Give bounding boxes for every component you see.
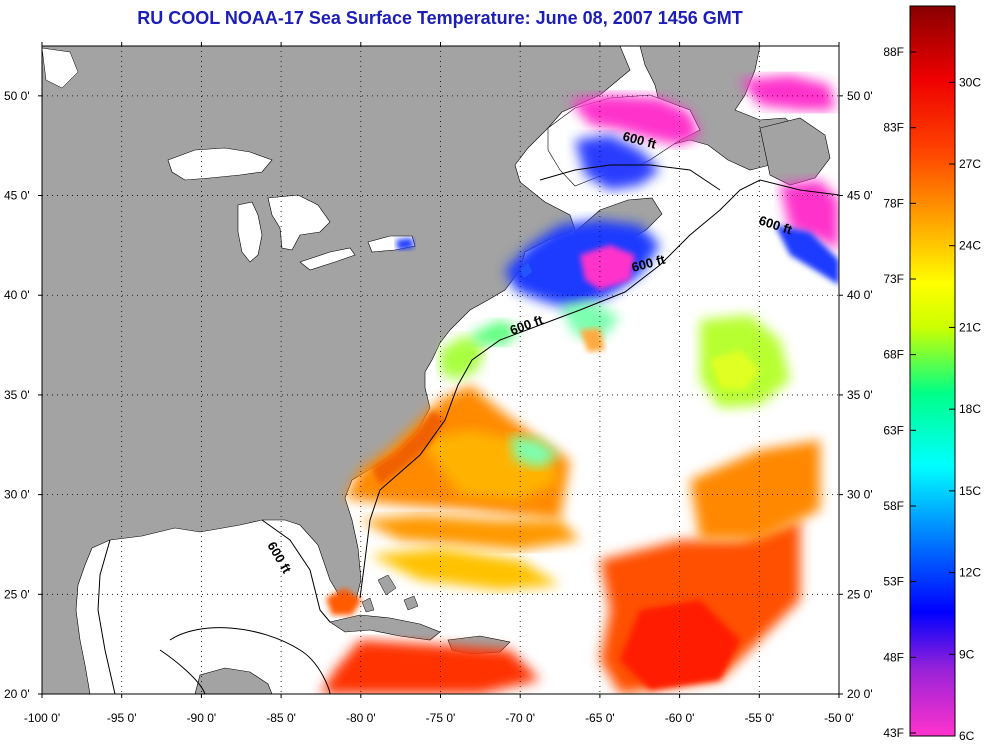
y-tick-label-right: 40 0' xyxy=(847,288,873,302)
map-panel[interactable] xyxy=(42,46,839,694)
colorbar-label-fahrenheit: 63F xyxy=(883,423,904,437)
colorbar-label-celsius: 6C xyxy=(959,729,975,743)
colorbar-label-celsius: 12C xyxy=(959,566,981,580)
colorbar-label-fahrenheit: 78F xyxy=(883,196,904,210)
colorbar-label-celsius: 9C xyxy=(959,647,975,661)
colorbar-label-celsius: 18C xyxy=(959,402,981,416)
lake-superior xyxy=(167,147,273,181)
y-tick-label: 20 0' xyxy=(4,687,30,701)
colorbar-label-celsius: 15C xyxy=(959,484,981,498)
x-tick-label: -90 0' xyxy=(187,711,217,725)
colorbar-labels: 88F 83F 78F 73F 68F 63F 58F 53F 48F 43F 30C 27C 24C 2… xyxy=(883,45,981,743)
x-tick-label: -70 0' xyxy=(505,711,535,725)
bathymetry-contours xyxy=(97,164,839,694)
x-tick-label: -75 0' xyxy=(426,711,456,725)
x-tick-label: -65 0' xyxy=(585,711,615,725)
y-tick-label-right: 30 0' xyxy=(847,488,873,502)
y-tick-label-right: 45 0' xyxy=(847,189,873,203)
x-tick-label: -85 0' xyxy=(266,711,296,725)
land-yucatan xyxy=(194,667,273,694)
colorbar-label-celsius: 27C xyxy=(959,157,981,171)
land-cuba xyxy=(329,614,441,641)
colorbar-label-fahrenheit: 48F xyxy=(883,650,904,664)
map-gridlines xyxy=(42,46,839,694)
x-tick-label: -95 0' xyxy=(107,711,137,725)
lake-erie xyxy=(299,247,356,271)
colorbar-label-fahrenheit: 53F xyxy=(883,575,904,589)
colorbar-label-fahrenheit: 68F xyxy=(883,348,904,362)
map-title: RU COOL NOAA-17 Sea Surface Temperature:… xyxy=(137,8,743,28)
axis-ticks: -100 0' -95 0' -90 0' -85 0' -80 0' -75 0' -70… xyxy=(4,42,873,725)
x-tick-label: -100 0' xyxy=(24,711,60,725)
y-tick-label-right: 20 0' xyxy=(847,687,873,701)
colorbar-label-celsius: 21C xyxy=(959,320,981,334)
colorbar: 88F 83F 78F 73F 68F 63F 58F 53F 48F 43F 30C 27C 24C 2… xyxy=(883,5,981,743)
land-bahamas xyxy=(361,574,419,613)
y-tick-label: 50 0' xyxy=(4,89,30,103)
sst-data-layer xyxy=(320,75,839,694)
y-tick-label-right: 25 0' xyxy=(847,587,873,601)
y-tick-label: 30 0' xyxy=(4,488,30,502)
colorbar-label-fahrenheit: 43F xyxy=(883,726,904,740)
colorbar-gradient xyxy=(909,5,956,737)
lake-michigan xyxy=(237,201,263,263)
x-tick-label: -60 0' xyxy=(665,711,695,725)
lake-winnipeg xyxy=(42,47,79,89)
colorbar-label-fahrenheit: 73F xyxy=(883,272,904,286)
colorbar-label-fahrenheit: 58F xyxy=(883,499,904,513)
y-tick-label: 40 0' xyxy=(4,288,30,302)
lake-huron xyxy=(267,194,331,251)
land-newfoundland-south xyxy=(759,117,831,186)
colorbar-label-celsius: 24C xyxy=(959,239,981,253)
y-tick-label: 25 0' xyxy=(4,587,30,601)
y-tick-label-right: 50 0' xyxy=(847,89,873,103)
x-tick-label: -55 0' xyxy=(744,711,774,725)
colorbar-label-celsius: 30C xyxy=(959,75,981,89)
colorbar-label-fahrenheit: 83F xyxy=(883,121,904,135)
colorbar-label-fahrenheit: 88F xyxy=(883,45,904,59)
y-tick-label: 45 0' xyxy=(4,189,30,203)
x-tick-label: -80 0' xyxy=(346,711,376,725)
y-tick-label-right: 35 0' xyxy=(847,388,873,402)
x-tick-label: -50 0' xyxy=(824,711,854,725)
y-tick-label: 35 0' xyxy=(4,388,30,402)
